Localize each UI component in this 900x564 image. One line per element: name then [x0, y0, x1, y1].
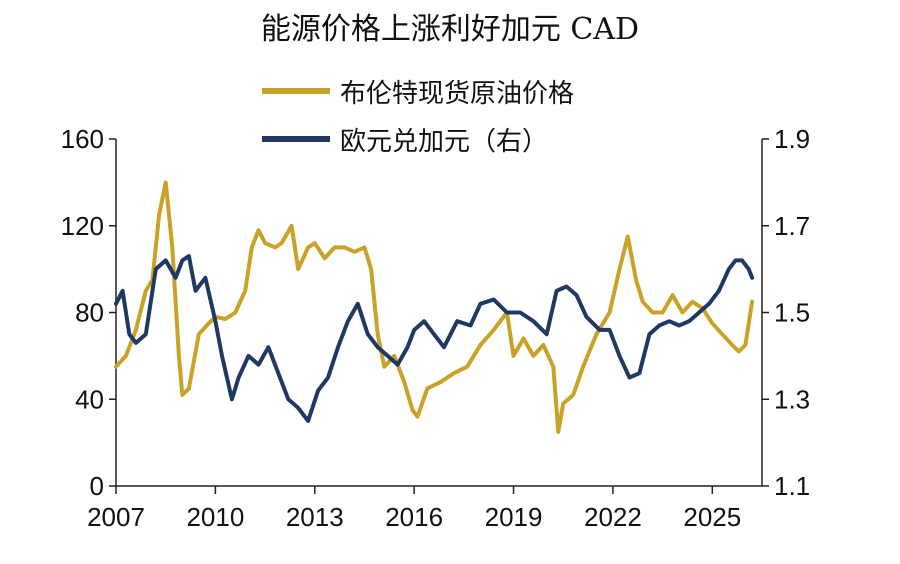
x-tick-label: 2022 — [584, 502, 642, 532]
chart-title: 能源价格上涨利好加元 CAD — [260, 12, 640, 47]
x-tick-label: 2010 — [186, 502, 244, 532]
x-tick-label: 2019 — [485, 502, 543, 532]
y-left-tick-label: 0 — [90, 471, 104, 501]
y-right-tick-label: 1.1 — [774, 471, 810, 501]
x-tick-label: 2013 — [286, 502, 344, 532]
x-tick-label: 2016 — [385, 502, 443, 532]
legend-swatch-brent — [262, 88, 330, 94]
y-left-tick-label: 40 — [75, 384, 104, 414]
y-left-tick-label: 120 — [61, 211, 104, 241]
y-right-tick-label: 1.3 — [774, 384, 810, 414]
legend: 布伦特现货原油价格 欧元兑加元（右） — [262, 74, 574, 170]
legend-swatch-eurcad — [262, 136, 330, 142]
x-tick-label: 2007 — [87, 502, 145, 532]
y-right-tick-label: 1.5 — [774, 298, 810, 328]
legend-label-brent: 布伦特现货原油价格 — [340, 78, 575, 109]
x-tick-label: 2025 — [683, 502, 741, 532]
y-right-tick-label: 1.7 — [774, 211, 810, 241]
y-right-tick-label: 1.9 — [774, 124, 810, 154]
series-line-brent — [114, 180, 755, 434]
legend-item-brent: 布伦特现货原油价格 — [262, 74, 575, 109]
y-left-tick-label: 80 — [75, 298, 104, 328]
series-line-eurcad — [114, 254, 755, 423]
y-left-tick-label: 160 — [61, 124, 104, 154]
legend-label-eurcad: 欧元兑加元（右） — [340, 126, 549, 157]
legend-item-eurcad: 欧元兑加元（右） — [262, 122, 574, 157]
